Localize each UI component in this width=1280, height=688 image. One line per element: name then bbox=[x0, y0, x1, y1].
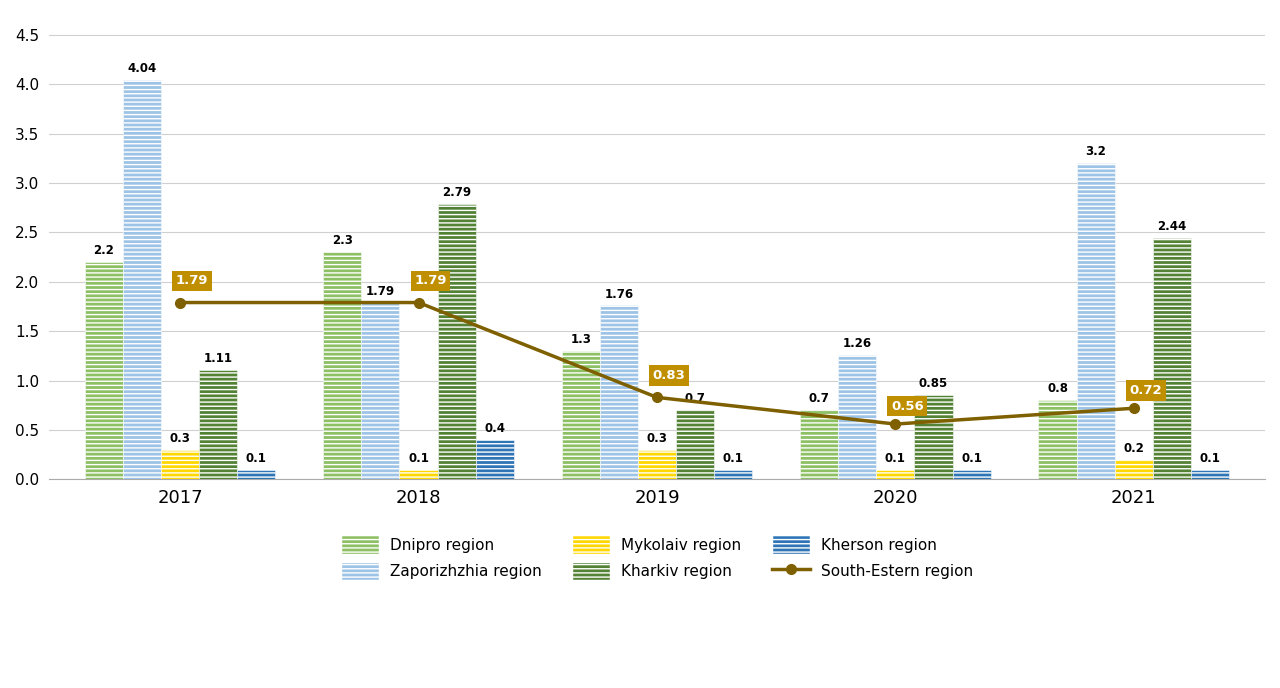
Text: 1.26: 1.26 bbox=[842, 337, 872, 350]
Text: 2.2: 2.2 bbox=[93, 244, 114, 257]
Bar bbox=[323, 252, 361, 480]
Text: 0.1: 0.1 bbox=[723, 451, 744, 464]
Text: 0.8: 0.8 bbox=[1047, 383, 1068, 396]
Text: 0.3: 0.3 bbox=[170, 432, 191, 445]
Bar bbox=[1192, 469, 1229, 480]
Text: 1.79: 1.79 bbox=[175, 275, 209, 288]
Text: 0.85: 0.85 bbox=[919, 378, 948, 391]
Text: 0.1: 0.1 bbox=[884, 451, 906, 464]
Bar bbox=[237, 469, 275, 480]
Text: 0.4: 0.4 bbox=[484, 422, 506, 435]
Text: 1.79: 1.79 bbox=[366, 285, 396, 298]
Bar bbox=[399, 469, 438, 480]
Text: 0.2: 0.2 bbox=[1124, 442, 1144, 455]
Bar bbox=[1076, 163, 1115, 480]
Bar bbox=[1038, 400, 1076, 480]
Bar bbox=[800, 410, 838, 480]
Bar bbox=[361, 303, 399, 480]
Bar bbox=[637, 450, 676, 480]
Text: 0.1: 0.1 bbox=[246, 451, 266, 464]
Bar bbox=[1115, 460, 1153, 480]
Bar bbox=[84, 262, 123, 480]
Bar bbox=[200, 369, 237, 480]
Bar bbox=[714, 469, 753, 480]
Text: 3.2: 3.2 bbox=[1085, 145, 1106, 158]
Text: 0.56: 0.56 bbox=[891, 400, 924, 413]
Text: 2.3: 2.3 bbox=[332, 234, 353, 247]
Legend: Dnipro region, Zaporizhzhia region, Mykolaiv region, Kharkiv region, Kherson reg: Dnipro region, Zaporizhzhia region, Myko… bbox=[334, 528, 980, 588]
Text: 2.79: 2.79 bbox=[442, 186, 471, 199]
Bar bbox=[438, 204, 476, 480]
Bar bbox=[161, 450, 200, 480]
Text: 0.72: 0.72 bbox=[1129, 384, 1162, 397]
Bar bbox=[676, 410, 714, 480]
Text: 2.44: 2.44 bbox=[1157, 220, 1187, 233]
Text: 0.1: 0.1 bbox=[961, 451, 982, 464]
Bar bbox=[952, 469, 991, 480]
Text: 0.7: 0.7 bbox=[809, 392, 829, 405]
Text: 0.1: 0.1 bbox=[408, 451, 429, 464]
Bar bbox=[123, 80, 161, 480]
Text: 0.83: 0.83 bbox=[653, 369, 685, 382]
Bar bbox=[476, 440, 515, 480]
Bar bbox=[914, 396, 952, 480]
Bar bbox=[600, 305, 637, 480]
Text: 0.1: 0.1 bbox=[1199, 451, 1221, 464]
Text: 1.79: 1.79 bbox=[415, 275, 447, 288]
Text: 0.7: 0.7 bbox=[685, 392, 705, 405]
Text: 1.11: 1.11 bbox=[204, 352, 233, 365]
Bar bbox=[838, 355, 877, 480]
Text: 1.76: 1.76 bbox=[604, 288, 634, 301]
Text: 1.3: 1.3 bbox=[571, 333, 591, 346]
Bar bbox=[877, 469, 914, 480]
Text: 4.04: 4.04 bbox=[127, 63, 156, 75]
Text: 0.3: 0.3 bbox=[646, 432, 667, 445]
Bar bbox=[562, 351, 600, 480]
Bar bbox=[1153, 238, 1192, 480]
